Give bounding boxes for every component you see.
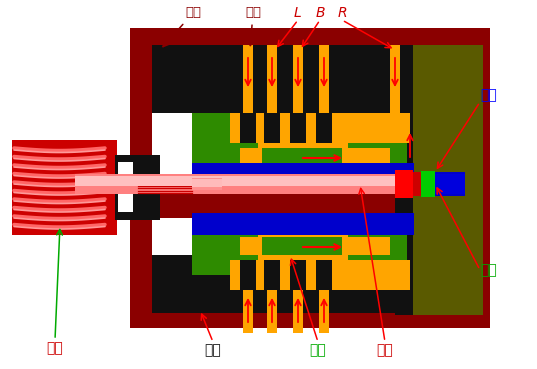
Bar [115,155,160,220]
Text: 扭杆: 扭杆 [376,343,394,357]
Bar [118,162,133,212]
Bar [75,177,420,185]
Bar [192,213,414,235]
Bar [75,176,420,186]
Bar [290,113,306,143]
Text: 锁销: 锁销 [245,7,261,45]
Bar [342,148,390,166]
Bar [230,113,410,143]
Bar [290,260,306,290]
Bar [264,260,280,290]
Bar [421,171,435,197]
Bar [316,113,332,143]
Bar [413,172,421,196]
Text: 锁销: 锁销 [480,263,497,277]
Bar [192,178,222,190]
Bar [240,113,256,143]
Bar [192,163,414,185]
Bar [192,179,222,187]
Bar [192,113,407,188]
Bar [240,148,260,166]
Bar [293,290,303,333]
Bar [240,260,256,290]
Bar [243,290,253,333]
Text: 壳体: 壳体 [163,7,201,46]
Text: 阀体: 阀体 [205,343,221,357]
Bar [240,237,260,255]
Bar [395,45,413,315]
Bar [340,260,392,290]
Bar [12,140,117,235]
Text: 齿轮: 齿轮 [47,341,63,355]
Bar [316,260,332,290]
Bar [390,45,400,113]
Bar [258,143,348,168]
Bar [258,235,348,260]
Bar [130,28,490,328]
Text: B: B [315,6,325,20]
Text: L: L [294,6,302,20]
Bar [342,237,390,255]
Bar [293,45,303,113]
Bar [230,260,410,290]
Bar [435,172,465,196]
Text: 短轴: 短轴 [480,88,497,102]
Bar [152,45,462,113]
Bar [262,148,344,166]
Bar [192,218,407,275]
Bar [262,237,344,255]
Bar [340,113,392,143]
Text: R: R [337,6,347,20]
Bar [152,218,192,255]
Bar [395,170,413,198]
Bar [435,174,465,194]
Text: 阀芯: 阀芯 [310,343,326,357]
Bar [243,45,253,113]
Bar [75,174,420,194]
Bar [152,255,462,313]
Bar [267,290,277,333]
Bar [264,113,280,143]
Bar [319,290,329,333]
Bar [395,45,483,315]
Bar [152,113,192,188]
Bar [267,45,277,113]
Bar [319,45,329,113]
